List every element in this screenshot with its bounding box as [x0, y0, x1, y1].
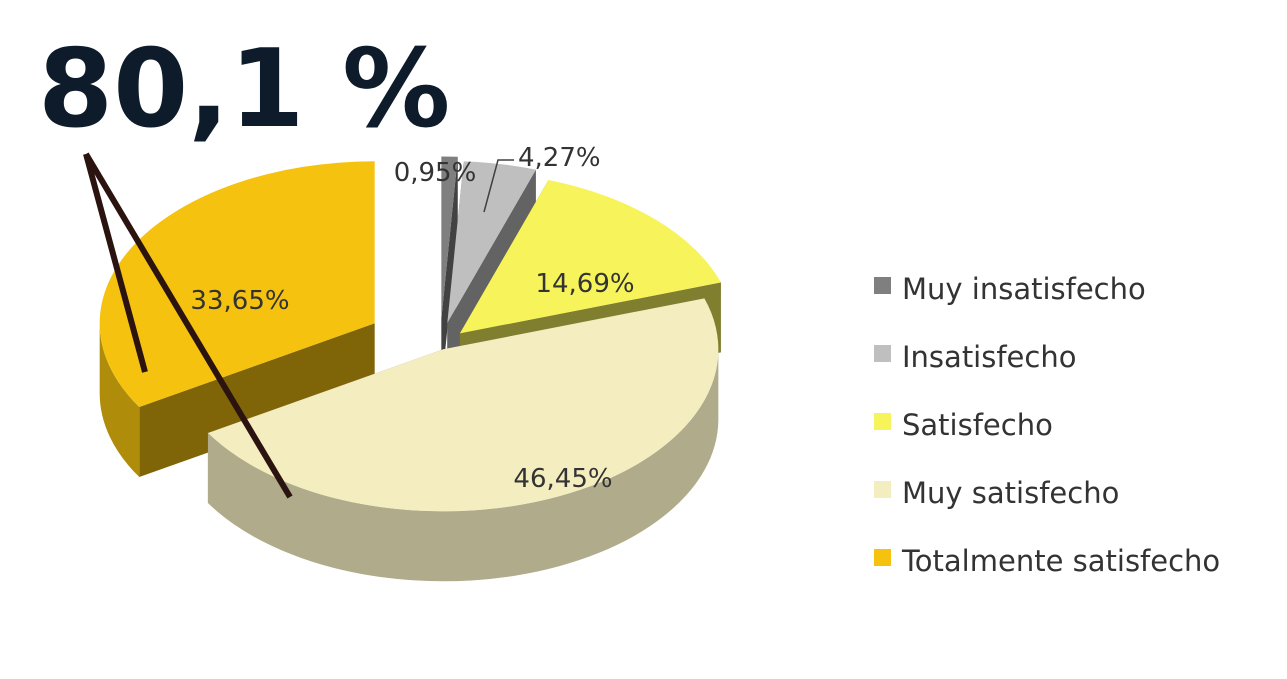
highlight-annotation	[83, 152, 293, 499]
leader-line	[483, 159, 514, 213]
legend-swatch	[874, 549, 891, 566]
slice-top-face	[207, 298, 719, 512]
pie-slice-muy-satisfecho	[207, 298, 719, 582]
highlight-line-totalmente-satisfecho	[83, 153, 148, 373]
slice-top-face	[99, 161, 375, 408]
legend-swatch	[874, 481, 891, 498]
value-label-muy-satisfecho: 46,45%	[513, 464, 612, 494]
legend-swatch	[874, 413, 891, 430]
value-label-insatisfecho: 4,27%	[518, 143, 601, 173]
legend-label: Insatisfecho	[902, 340, 1076, 374]
pie-slice-muy-insatisfecho	[441, 156, 458, 389]
pie-slices	[99, 156, 721, 582]
slice-top-face	[441, 156, 458, 319]
value-label-totalmente-satisfecho: 33,65%	[190, 286, 289, 316]
headline-value: 80,1 %	[38, 27, 450, 152]
legend-item-totalmente-satisfecho: Totalmente satisfecho	[874, 544, 1220, 578]
value-label-satisfecho: 14,69%	[535, 269, 634, 299]
legend-item-insatisfecho: Insatisfecho	[874, 340, 1076, 374]
slice-side-face	[441, 156, 458, 389]
legend-label: Satisfecho	[902, 408, 1053, 442]
legend-item-muy-insatisfecho: Muy insatisfecho	[874, 272, 1146, 306]
legend-label: Muy satisfecho	[902, 476, 1119, 510]
legend-label: Muy insatisfecho	[902, 272, 1146, 306]
legend-swatch	[874, 345, 891, 362]
slice-top-face	[459, 180, 721, 334]
slice-top-face	[447, 161, 536, 324]
slice-labels: 0,95% 4,27% 14,69% 46,45% 33,65%	[190, 143, 634, 494]
value-label-muy-insatisfecho: 0,95%	[394, 158, 477, 188]
slice-side-face	[139, 323, 375, 478]
pie-slice-totalmente-satisfecho	[99, 161, 375, 478]
legend-item-satisfecho: Satisfecho	[874, 408, 1053, 442]
highlight-line-muy-satisfecho	[83, 152, 293, 499]
slice-outer-wall	[99, 323, 140, 478]
chart-legend: Muy insatisfecho Insatisfecho Satisfecho Mu…	[874, 272, 1220, 578]
legend-swatch	[874, 277, 891, 294]
legend-item-muy-satisfecho: Muy satisfecho	[874, 476, 1119, 510]
slice-outer-wall	[207, 349, 719, 582]
legend-label: Totalmente satisfecho	[901, 544, 1220, 578]
